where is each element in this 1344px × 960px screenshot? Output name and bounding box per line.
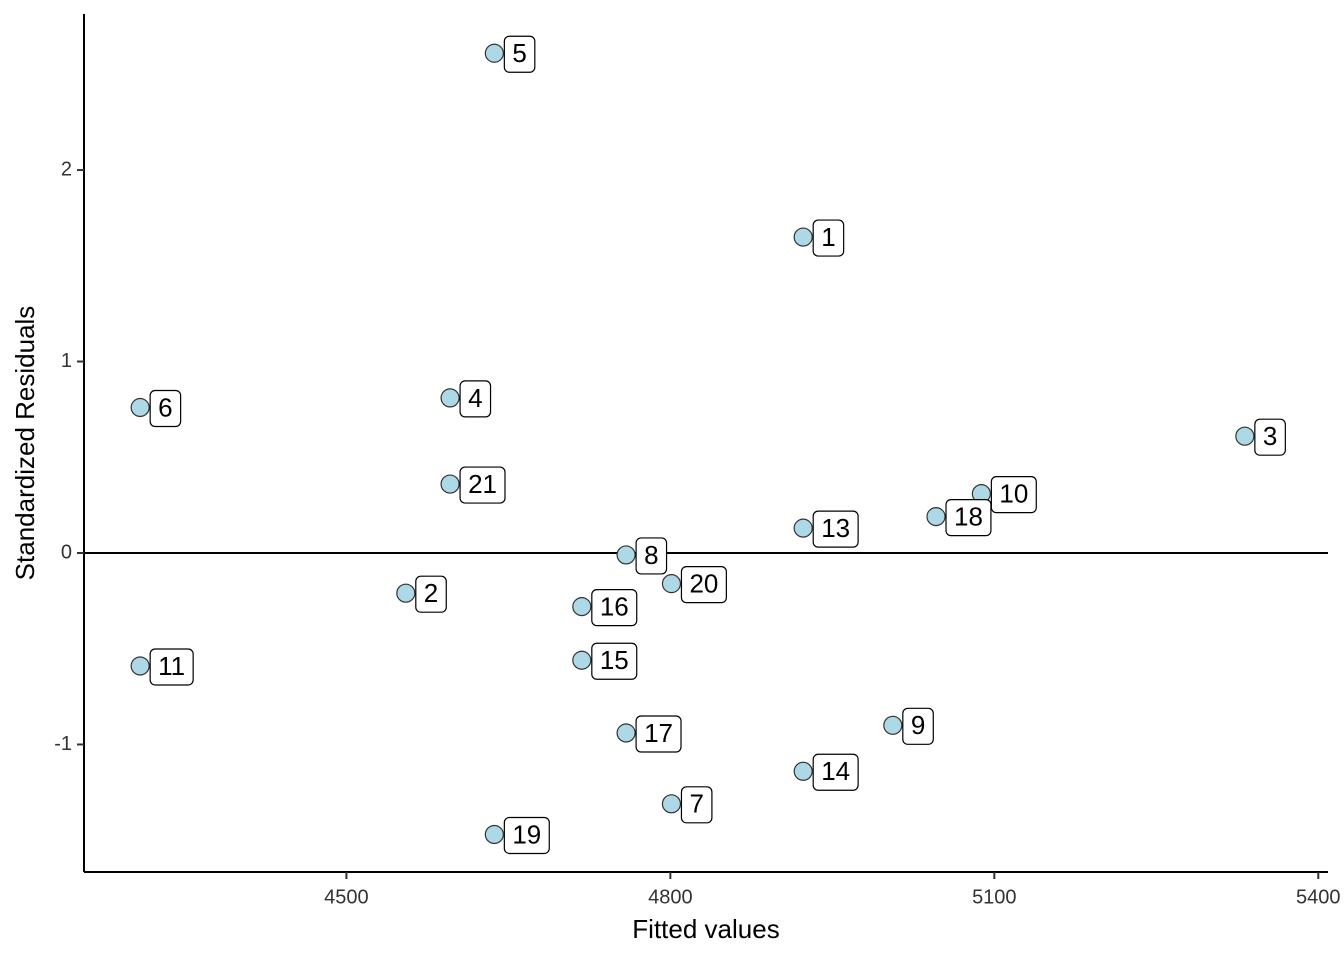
point-label-box xyxy=(680,786,713,824)
x-tick-label: 4800 xyxy=(648,886,693,908)
x-axis-title: Fitted values xyxy=(632,914,779,944)
point-label: 3 xyxy=(1263,421,1277,451)
point-label: 17 xyxy=(644,718,673,748)
point-label: 5 xyxy=(512,38,526,68)
point-label-box xyxy=(812,510,859,548)
point-label-box xyxy=(902,707,934,745)
point-label: 18 xyxy=(954,501,983,531)
y-axis-title: Standardized Residuals xyxy=(10,306,40,581)
point-label: 21 xyxy=(468,469,497,499)
y-tick-label: 0 xyxy=(61,541,72,563)
point-label: 6 xyxy=(158,392,172,422)
point xyxy=(926,507,946,527)
point-label: 8 xyxy=(644,540,658,570)
point xyxy=(793,227,813,247)
point xyxy=(616,545,636,565)
point xyxy=(440,388,460,408)
point-label: 4 xyxy=(468,383,482,413)
point-label-box xyxy=(812,219,845,257)
point-label: 14 xyxy=(821,756,850,786)
point xyxy=(793,761,813,781)
point-label-box xyxy=(459,380,492,418)
point-label-box xyxy=(591,589,638,627)
point-label: 20 xyxy=(689,569,718,599)
point xyxy=(572,650,592,670)
point xyxy=(1235,426,1255,446)
point-label-box xyxy=(1254,418,1286,456)
point xyxy=(396,583,416,603)
point-label: 16 xyxy=(600,591,629,621)
y-tick-label: 1 xyxy=(61,350,72,372)
point-label-box xyxy=(990,476,1037,514)
point-label-box xyxy=(415,575,447,613)
point xyxy=(793,518,813,538)
y-tick-label: 2 xyxy=(61,158,72,180)
point-label-box xyxy=(149,389,182,428)
point-label: 1 xyxy=(821,222,835,252)
point-label: 13 xyxy=(821,513,850,543)
point xyxy=(440,474,460,494)
point-label: 11 xyxy=(158,651,185,681)
point xyxy=(572,597,592,617)
point-label-box xyxy=(680,566,727,604)
point-label: 15 xyxy=(600,645,629,675)
point-label: 10 xyxy=(999,479,1028,509)
x-tick-label: 5400 xyxy=(1296,886,1341,908)
point-label-box xyxy=(459,466,506,504)
point-label-box xyxy=(635,715,682,753)
point-label-box xyxy=(149,648,194,686)
point-label: 7 xyxy=(689,789,703,819)
point-label-box xyxy=(503,816,550,855)
x-tick-label: 4500 xyxy=(324,886,369,908)
point xyxy=(661,794,682,814)
point xyxy=(616,723,636,743)
point xyxy=(130,656,150,676)
point-label: 2 xyxy=(424,578,438,608)
point-label: 9 xyxy=(911,710,925,740)
point xyxy=(661,574,682,594)
point-label-box xyxy=(503,35,536,73)
point-label-box xyxy=(635,537,668,575)
point-label-box xyxy=(945,499,992,537)
y-tick-label: -1 xyxy=(54,733,72,755)
point-label-box xyxy=(591,642,638,680)
point xyxy=(130,397,150,418)
point-label: 19 xyxy=(512,819,541,849)
point xyxy=(883,715,903,735)
point xyxy=(484,43,504,63)
point xyxy=(484,824,504,845)
x-tick-label: 5100 xyxy=(972,886,1017,908)
point-label-box xyxy=(812,753,859,791)
